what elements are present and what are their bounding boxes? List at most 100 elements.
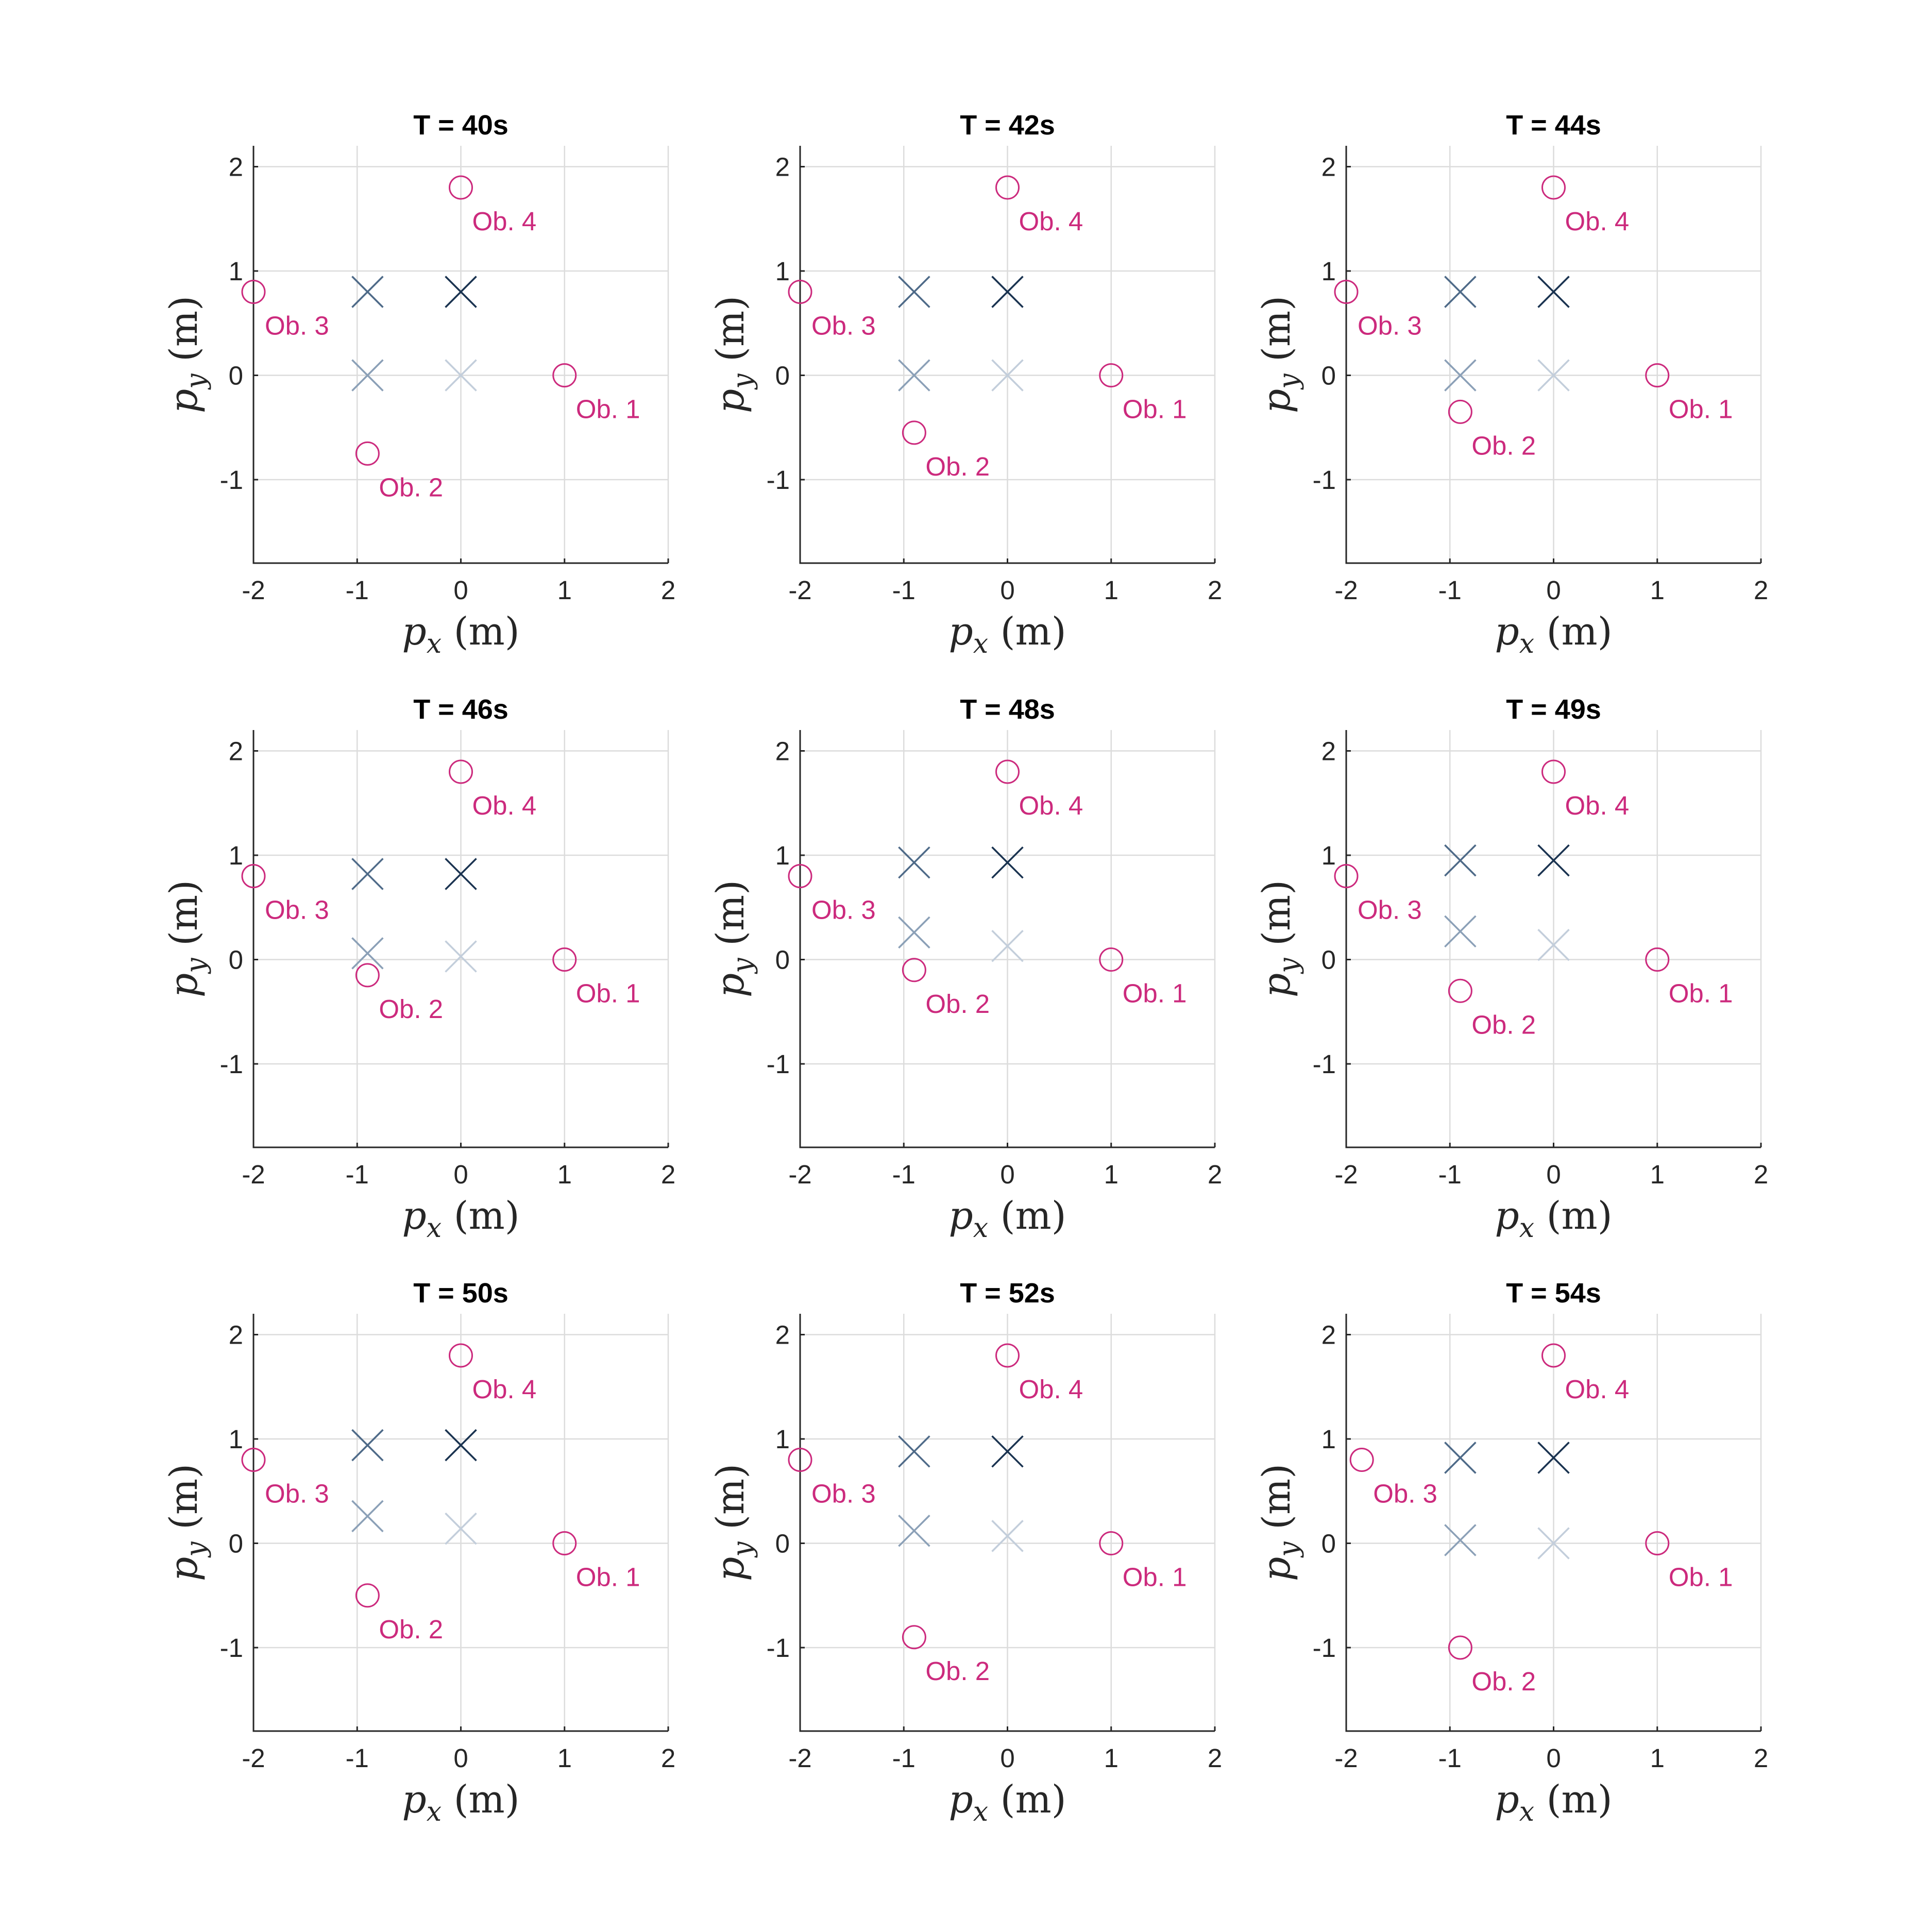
obstacle-label: Ob. 4	[472, 207, 537, 236]
agent-marker	[445, 276, 477, 308]
y-tick-label: 1	[229, 841, 243, 870]
y-tick-label: 2	[229, 152, 243, 182]
obstacle-marker	[552, 947, 577, 972]
agent-marker-stroke	[991, 359, 1024, 392]
obstacle-label: Ob. 4	[1019, 207, 1083, 236]
obstacle-marker	[552, 1531, 577, 1555]
y-axis-label: py (m)	[162, 296, 212, 413]
obstacle-label: Ob. 4	[1019, 1375, 1083, 1404]
x-tick-label: -2	[242, 575, 265, 605]
agent-marker-stroke	[1537, 359, 1570, 392]
agent-marker	[1537, 1442, 1570, 1474]
agent-marker	[445, 858, 477, 890]
obstacle-label: Ob. 3	[811, 1479, 876, 1509]
x-tick-label: -2	[788, 575, 811, 605]
y-tick-label: -1	[767, 1633, 790, 1663]
obstacle-marker	[1448, 978, 1472, 1003]
x-axis-label: px (m)	[948, 1194, 1066, 1244]
x-axis-label: px (m)	[948, 609, 1066, 659]
obstacle-label: Ob. 4	[472, 791, 537, 820]
x-tick-label: 2	[1208, 1160, 1222, 1189]
obstacle-marker	[1541, 175, 1566, 200]
obstacle-label: Ob. 2	[379, 472, 443, 502]
agent-marker	[445, 1512, 477, 1545]
x-tick-label: 0	[1000, 1743, 1014, 1773]
y-tick-label: -1	[220, 465, 243, 495]
agent-marker	[1537, 359, 1570, 392]
x-tick-label: 0	[1546, 575, 1561, 605]
agent-marker-stroke	[1444, 276, 1477, 308]
agent-marker	[898, 916, 930, 949]
obstacle-marker	[1099, 363, 1124, 387]
obstacle-label: Ob. 2	[1471, 431, 1536, 460]
x-tick-label: 0	[1546, 1743, 1561, 1773]
y-tick-label: 2	[229, 1320, 243, 1350]
agent-marker-stroke	[1537, 928, 1570, 961]
obstacle-marker	[1541, 1343, 1566, 1368]
obstacle-marker	[902, 420, 926, 445]
y-axis-label: py (m)	[708, 880, 758, 997]
subplot-title: T = 42s	[960, 110, 1055, 141]
y-tick-label: 2	[775, 152, 790, 182]
agent-marker	[1444, 1524, 1477, 1556]
obstacle-label: Ob. 4	[1565, 791, 1630, 820]
obstacle-label: Ob. 3	[1358, 895, 1422, 925]
obstacle-label: Ob. 3	[1373, 1479, 1437, 1509]
y-axis-label: py (m)	[708, 1464, 758, 1581]
x-tick-label: 1	[1104, 1743, 1118, 1773]
agent-marker-stroke	[1444, 359, 1477, 392]
obstacle-marker	[449, 1343, 473, 1368]
agent-marker-stroke	[1444, 915, 1477, 948]
agent-marker-stroke	[991, 846, 1024, 879]
obstacle-label: Ob. 2	[925, 1656, 990, 1686]
agent-marker	[991, 929, 1024, 962]
obstacle-label: Ob. 2	[379, 1615, 443, 1644]
x-tick-label: 2	[1754, 1743, 1768, 1773]
agent-marker-stroke	[898, 276, 930, 308]
obstacle-marker	[902, 1625, 926, 1650]
agent-marker-stroke	[445, 1429, 477, 1462]
agent-marker	[1537, 1527, 1570, 1560]
agent-marker-stroke	[991, 929, 1024, 962]
y-axis-label: py (m)	[1255, 296, 1304, 413]
y-tick-label: -1	[767, 465, 790, 495]
x-tick-label: 0	[1000, 1160, 1014, 1189]
obstacle-marker	[1099, 947, 1124, 972]
x-tick-label: 1	[1104, 1160, 1118, 1189]
obstacle-label: Ob. 4	[1565, 207, 1630, 236]
agent-marker	[898, 359, 930, 392]
obstacle-marker	[241, 1448, 266, 1472]
obstacle-marker	[788, 864, 812, 888]
agent-marker	[351, 937, 384, 970]
agent-marker	[1444, 359, 1477, 392]
agent-marker-stroke	[898, 846, 930, 879]
y-tick-label: 1	[775, 257, 790, 286]
agent-marker	[1537, 928, 1570, 961]
agent-marker	[1444, 276, 1477, 308]
x-tick-label: -1	[892, 575, 916, 605]
agent-marker-stroke	[351, 1500, 384, 1533]
x-tick-label: 1	[1104, 575, 1118, 605]
x-tick-label: 0	[453, 1160, 468, 1189]
obstacle-label: Ob. 4	[472, 1375, 537, 1404]
x-axis-label: px (m)	[402, 609, 519, 659]
obstacle-marker	[449, 759, 473, 784]
agent-marker	[898, 276, 930, 308]
x-tick-label: -2	[788, 1743, 811, 1773]
agent-marker	[991, 1435, 1024, 1468]
x-tick-label: -2	[242, 1160, 265, 1189]
y-axis-label: py (m)	[162, 1464, 212, 1581]
x-tick-label: 0	[1546, 1160, 1561, 1189]
y-tick-label: 2	[1321, 737, 1336, 766]
agent-marker	[898, 1435, 930, 1468]
obstacle-marker	[1645, 363, 1670, 387]
agent-marker	[1537, 844, 1570, 877]
x-axis-label: px (m)	[402, 1777, 519, 1827]
y-tick-label: -1	[220, 1049, 243, 1079]
agent-marker	[1444, 844, 1477, 877]
subplot-title: T = 44s	[1506, 110, 1601, 141]
obstacle-marker	[1334, 280, 1359, 304]
agent-marker-stroke	[445, 1512, 477, 1545]
obstacle-label: Ob. 4	[1565, 1375, 1630, 1404]
y-axis-label: py (m)	[1255, 880, 1304, 997]
